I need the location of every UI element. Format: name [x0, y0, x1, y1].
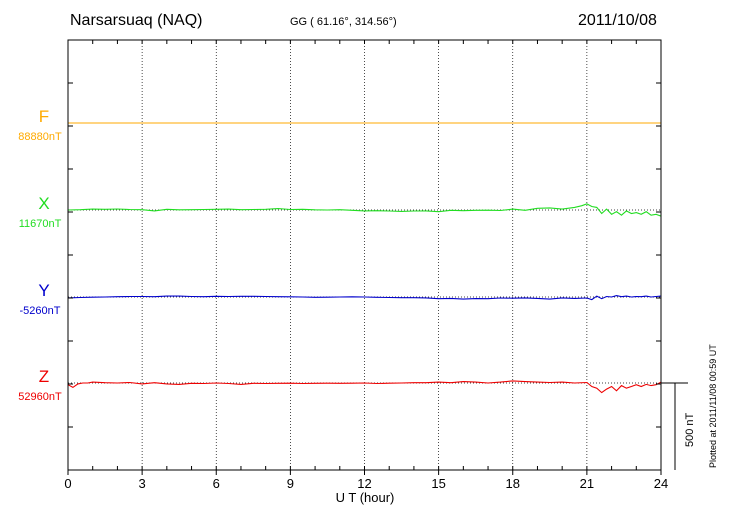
x-tick-label: 3 [139, 476, 146, 491]
x-axis-label: U T (hour) [336, 490, 395, 505]
series-baseline-y: -5260nT [20, 305, 61, 317]
x-tick-label: 0 [64, 476, 71, 491]
chart-grid [68, 40, 661, 470]
series-labels: F 88880nT X 11670nT Y -5260nT Z 52960nT [18, 107, 62, 403]
plot-frame [67, 39, 662, 471]
plotted-timestamp: Plotted at 2011/11/08 00:59 UT [708, 344, 718, 468]
series-name-z: Z [39, 367, 49, 386]
x-tick-label: 24 [654, 476, 668, 491]
x-tick-label: 15 [431, 476, 445, 491]
scale-bar-label: 500 nT [684, 412, 696, 447]
chart-ticks: 0 3 6 9 12 15 18 21 24 [64, 40, 668, 491]
station-title: Narsarsuaq (NAQ) [70, 12, 203, 29]
x-tick-label: 21 [580, 476, 594, 491]
x-tick-label: 18 [506, 476, 520, 491]
chart-traces [67, 122, 662, 394]
series-baseline-z: 52960nT [18, 391, 62, 403]
series-name-y: Y [38, 281, 49, 300]
series-baseline-x: 11670nT [19, 218, 62, 230]
station-coordinates: GG ( 61.16°, 314.56°) [290, 16, 397, 28]
chart-date: 2011/10/08 [578, 12, 657, 29]
trace-z [67, 380, 662, 394]
trace-x [67, 203, 662, 217]
x-tick-label: 9 [287, 476, 294, 491]
series-name-x: X [38, 194, 49, 213]
x-tick-label: 6 [213, 476, 220, 491]
series-name-f: F [39, 107, 49, 126]
series-baseline-f: 88880nT [18, 131, 62, 143]
trace-y [67, 295, 662, 301]
x-tick-label: 12 [357, 476, 371, 491]
scale-bar: 500 nT [661, 382, 696, 470]
